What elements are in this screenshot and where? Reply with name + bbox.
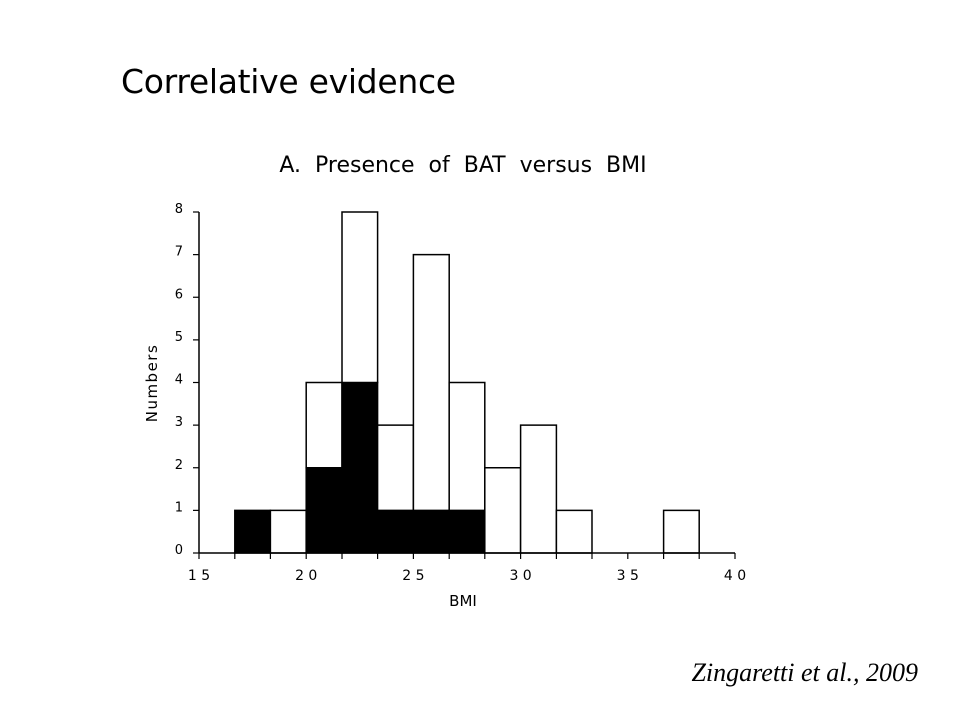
y-tick-label-3: 3 [175,415,183,430]
bar-bat-absent-1 [269,509,307,554]
y-tick-label-2: 2 [175,458,183,473]
axes-layer: 1 5 2 0 2 5 3 0 3 5 4 0 0 1 2 3 4 5 6 7 8 [175,202,746,584]
y-axis-label: Numbers [143,344,161,423]
x-tick-label-4: 3 5 [617,568,639,584]
slide-title: Correlative evidence [121,62,456,101]
x-tick-label-5: 4 0 [724,568,746,584]
bar-bat-present-4 [376,509,415,554]
x-tick-label-1: 2 0 [295,568,317,584]
x-tick-label-0: 1 5 [188,568,210,584]
y-tick-label-5: 5 [175,330,183,345]
y-tick-label-6: 6 [175,287,183,302]
bar-bat-present-3 [341,381,379,554]
bar-bat-absent-3 [341,211,379,384]
y-tick-label-0: 0 [175,543,183,558]
x-axis-label: BMI [449,592,477,610]
bar-bat-present-6 [448,509,486,554]
bar-bat-present-5 [412,509,450,554]
citation: Zingaretti et al., 2009 [691,658,918,687]
y-tick-label-4: 4 [175,373,183,388]
x-tick-label-3: 3 0 [509,568,531,584]
bar-bat-present-2 [305,467,343,554]
bar-bat-absent-8 [519,424,558,554]
bar-bat-absent-4 [376,424,415,512]
x-tick-label-2: 2 5 [402,568,424,584]
bar-bat-absent-10 [662,509,700,554]
y-tick-label-1: 1 [175,500,183,515]
bars-layer [234,211,700,554]
y-tick-label-8: 8 [175,202,183,217]
bar-bat-absent-7 [484,467,522,554]
bar-bat-absent-5 [412,253,450,512]
bar-bat-absent-6 [448,381,486,512]
bar-bat-absent-2 [305,381,343,469]
bar-bat-present-0 [234,509,272,554]
chart-title: A. Presence of BAT versus BMI [279,153,646,178]
bar-bat-absent-9 [555,509,593,554]
y-tick-label-7: 7 [175,245,183,260]
